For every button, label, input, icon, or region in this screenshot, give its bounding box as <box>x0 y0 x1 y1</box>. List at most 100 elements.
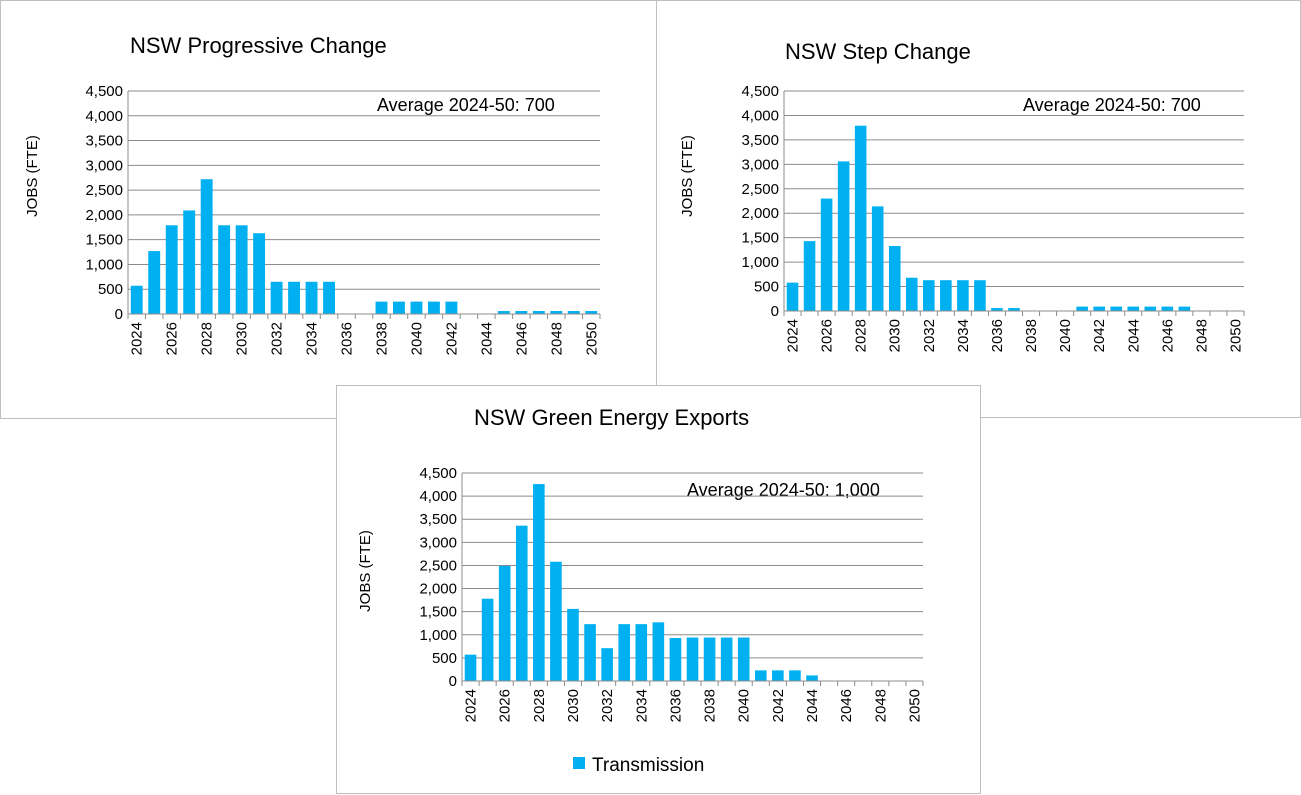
legend-swatch-transmission <box>573 757 585 769</box>
y-tick-label: 3,500 <box>741 132 779 149</box>
x-tick-label: 2048 <box>872 689 889 722</box>
bar-2027 <box>515 525 528 681</box>
bar-2048 <box>550 311 563 314</box>
x-tick-label: 2050 <box>1227 319 1244 352</box>
y-tick-label: 4,500 <box>419 465 457 482</box>
bar-2028 <box>200 179 213 314</box>
bar-2043 <box>789 670 801 681</box>
x-tick-label: 2042 <box>770 689 787 722</box>
x-tick-label: 2048 <box>1193 319 1210 352</box>
bar-2031 <box>253 233 266 314</box>
bar-2041 <box>1076 306 1088 311</box>
bar-2042 <box>445 301 458 314</box>
bar-2027 <box>837 161 850 311</box>
bar-2030 <box>567 608 579 681</box>
y-tick-label: 2,500 <box>85 182 123 199</box>
x-tick-label: 2046 <box>838 689 855 722</box>
bar-2046 <box>1161 306 1174 311</box>
y-tick-label: 1,500 <box>741 230 779 247</box>
bar-2038 <box>375 301 388 314</box>
x-tick-label: 2038 <box>373 322 390 355</box>
y-tick-label: 500 <box>754 279 779 296</box>
x-tick-label: 2028 <box>531 689 548 722</box>
y-tick-label: 2,000 <box>741 205 779 222</box>
chart-panel-green-energy-exports: NSW Green Energy Exports Average 2024-50… <box>336 385 981 794</box>
y-tick-label: 2,000 <box>419 581 457 598</box>
x-tick-label: 2036 <box>339 322 356 355</box>
bar-2037 <box>1008 308 1020 311</box>
bar-2037 <box>686 637 699 681</box>
bar-2026 <box>165 225 178 314</box>
bar-2033 <box>618 624 631 681</box>
x-tick-label: 2030 <box>565 689 582 722</box>
bar-2034 <box>957 280 969 311</box>
bar-2047 <box>532 311 545 314</box>
bar-2032 <box>270 281 283 314</box>
bar-2041 <box>754 670 767 681</box>
bar-2039 <box>720 637 733 681</box>
y-tick-label: 1,000 <box>419 627 457 644</box>
bar-2032 <box>601 648 613 681</box>
bar-2026 <box>820 198 833 311</box>
bar-2042 <box>772 670 784 681</box>
chart-title: NSW Green Energy Exports <box>474 405 749 430</box>
bar-2029 <box>871 206 884 311</box>
bar-2031 <box>905 277 918 311</box>
bar-2034 <box>635 624 648 681</box>
x-tick-label: 2024 <box>129 322 146 355</box>
x-tick-label: 2026 <box>497 689 514 722</box>
bar-2035 <box>974 280 986 311</box>
chart-panel-progressive-change: NSW Progressive Change Average 2024-50: … <box>0 0 657 419</box>
bar-2031 <box>584 624 596 681</box>
bar-2027 <box>183 210 196 314</box>
bar-2036 <box>991 308 1003 311</box>
bar-2030 <box>235 225 248 314</box>
x-tick-label: 2028 <box>199 322 216 355</box>
bar-2033 <box>288 281 301 314</box>
bar-2024 <box>786 282 799 311</box>
x-tick-label: 2024 <box>785 319 802 352</box>
x-tick-label: 2030 <box>234 322 251 355</box>
bar-2034 <box>305 281 318 314</box>
x-tick-label: 2036 <box>667 689 684 722</box>
y-tick-label: 3,500 <box>85 133 123 150</box>
bar-2025 <box>803 241 816 311</box>
y-tick-label: 1,000 <box>741 254 779 271</box>
bar-2041 <box>427 301 440 314</box>
y-tick-label: 0 <box>449 673 457 690</box>
bar-2039 <box>393 301 405 314</box>
y-tick-label: 1,500 <box>85 232 123 249</box>
x-tick-label: 2032 <box>269 322 286 355</box>
bar-2035 <box>323 281 335 314</box>
y-tick-label: 0 <box>115 306 123 323</box>
bar-2040 <box>737 637 750 681</box>
x-tick-label: 2040 <box>408 322 425 355</box>
chart-title: NSW Progressive Change <box>130 33 387 58</box>
bar-2030 <box>888 245 901 311</box>
y-axis-label: JOBS (FTE) <box>357 530 374 612</box>
bar-2025 <box>481 598 494 681</box>
x-tick-label: 2024 <box>463 689 480 722</box>
y-tick-label: 0 <box>771 303 779 320</box>
chart-panel-step-change: NSW Step Change Average 2024-50: 700 JOB… <box>656 0 1301 418</box>
bar-2036 <box>669 638 682 681</box>
x-tick-label: 2034 <box>955 319 972 352</box>
bar-2025 <box>148 251 161 314</box>
y-tick-label: 3,000 <box>419 534 457 551</box>
y-tick-label: 2,500 <box>741 181 779 198</box>
x-tick-label: 2034 <box>304 322 321 355</box>
x-tick-label: 2046 <box>513 322 530 355</box>
y-tick-label: 4,500 <box>85 83 123 100</box>
bar-2044 <box>1127 306 1140 311</box>
bar-2042 <box>1093 306 1105 311</box>
average-annotation: Average 2024-50: 700 <box>377 95 555 115</box>
bar-2024 <box>130 285 143 314</box>
x-tick-label: 2026 <box>819 319 836 352</box>
bar-2050 <box>585 311 598 314</box>
y-tick-label: 4,000 <box>85 108 123 125</box>
bar-2049 <box>567 311 580 314</box>
x-tick-label: 2046 <box>1159 319 1176 352</box>
bar-2024 <box>464 654 477 681</box>
y-tick-label: 4,000 <box>419 488 457 505</box>
x-tick-label: 2044 <box>478 322 495 355</box>
